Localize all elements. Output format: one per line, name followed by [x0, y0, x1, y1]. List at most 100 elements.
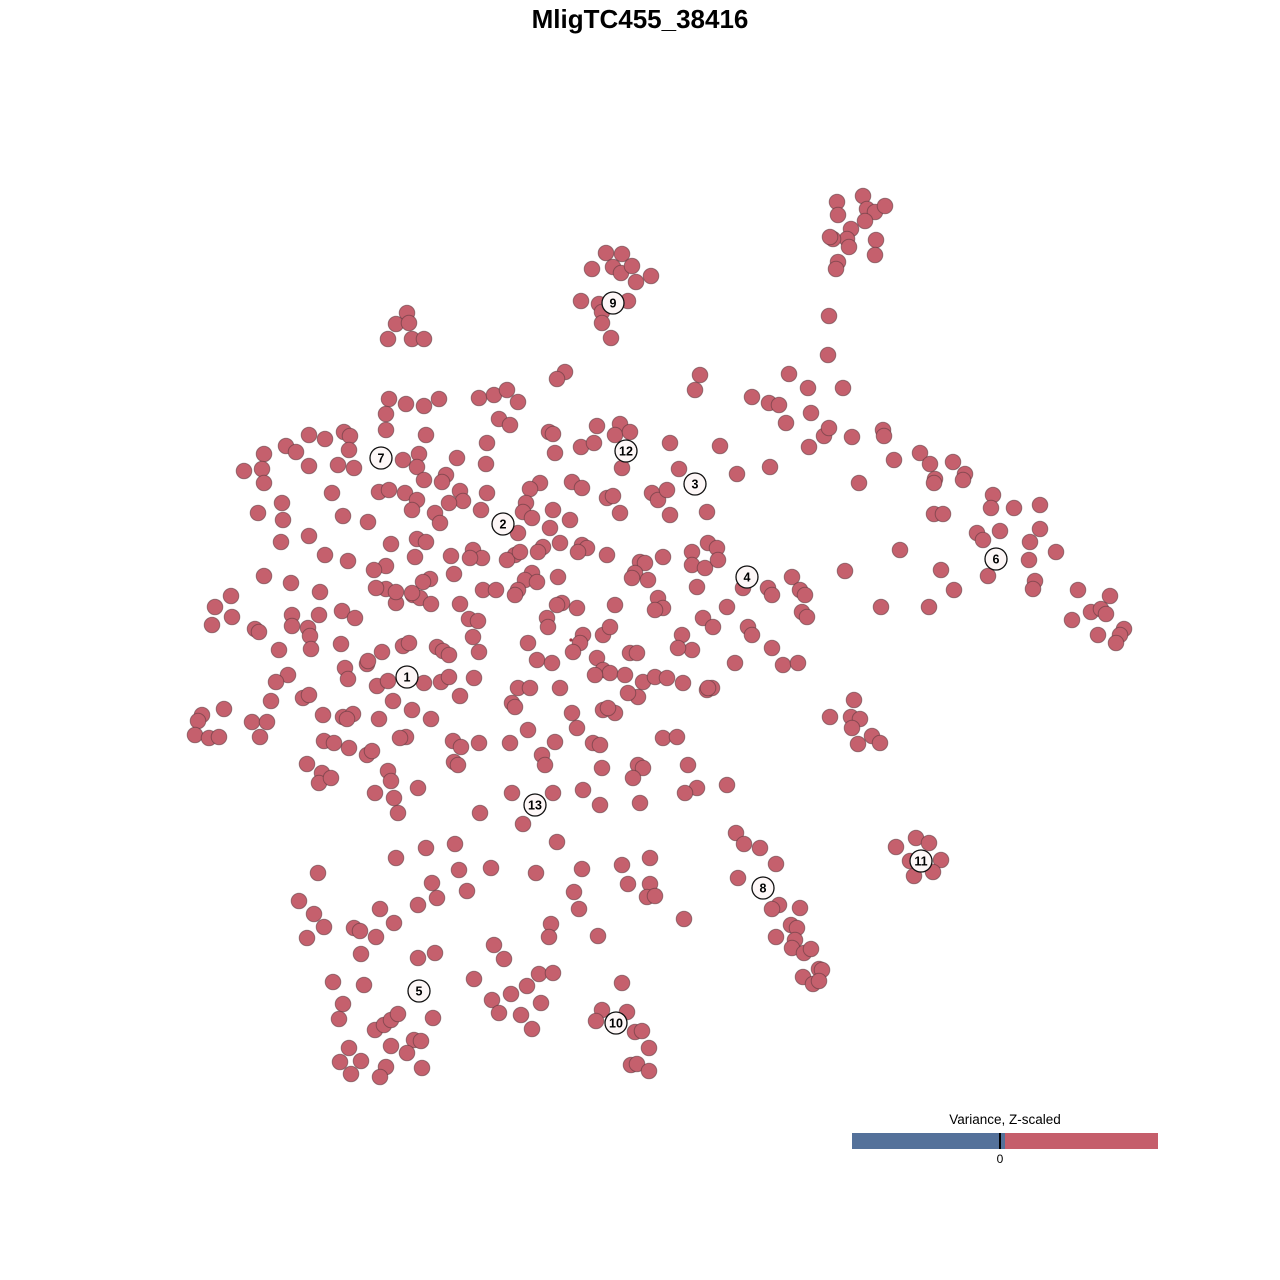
data-point [387, 583, 405, 601]
data-point [777, 414, 795, 432]
cluster-label-circle [523, 793, 547, 817]
data-point [1005, 499, 1023, 517]
data-point [800, 438, 818, 456]
data-point [465, 669, 483, 687]
data-point [250, 623, 268, 641]
data-point [834, 379, 852, 397]
data-point [433, 473, 451, 491]
chart-title: MligTC455_38416 [531, 4, 749, 34]
data-point [243, 713, 261, 731]
data-point [370, 710, 388, 728]
data-point [451, 595, 469, 613]
data-point [601, 618, 619, 636]
data-point [222, 587, 240, 605]
data-point [583, 260, 601, 278]
data-point [767, 928, 785, 946]
data-point [446, 835, 464, 853]
data-point [519, 721, 537, 739]
data-point [1031, 496, 1049, 514]
cluster-label-circle [751, 876, 775, 900]
data-point [458, 882, 476, 900]
data-point [501, 734, 519, 752]
data-point [783, 568, 801, 586]
data-point [628, 644, 646, 662]
cluster-label-circle [735, 565, 759, 589]
data-point [606, 596, 624, 614]
data-point [189, 712, 207, 730]
data-point [845, 691, 863, 709]
data-point [1097, 605, 1115, 623]
data-point [322, 769, 340, 787]
data-point [1024, 580, 1042, 598]
data-point [691, 366, 709, 384]
data-point [1021, 533, 1039, 551]
data-point [274, 511, 292, 529]
data-point [991, 522, 1009, 540]
data-point [606, 426, 624, 444]
data-point [408, 458, 426, 476]
data-point [325, 734, 343, 752]
data-point [932, 851, 950, 869]
data-point [932, 561, 950, 579]
data-point [422, 710, 440, 728]
data-point [506, 586, 524, 604]
data-point [298, 929, 316, 947]
data-point [470, 643, 488, 661]
data-point [711, 437, 729, 455]
data-point [385, 914, 403, 932]
data-point [470, 734, 488, 752]
data-point [613, 245, 631, 263]
data-point [400, 634, 418, 652]
data-point [509, 393, 527, 411]
data-point [472, 501, 490, 519]
data-point [718, 598, 736, 616]
data-point [829, 206, 847, 224]
data-point [763, 586, 781, 604]
data-point [380, 481, 398, 499]
cluster-label-circle [601, 291, 625, 315]
data-point [394, 451, 412, 469]
data-point [588, 417, 606, 435]
data-point [273, 494, 291, 512]
data-point [827, 260, 845, 278]
data-point [639, 571, 657, 589]
data-point [636, 554, 654, 572]
data-point [527, 864, 545, 882]
data-point [363, 742, 381, 760]
data-point [591, 796, 609, 814]
data-point [751, 839, 769, 857]
data-point [572, 292, 590, 310]
data-point [414, 573, 432, 591]
data-point [323, 484, 341, 502]
data-point [646, 601, 664, 619]
data-point [426, 944, 444, 962]
data-point [341, 427, 359, 445]
data-point [409, 949, 427, 967]
cluster-label-text: 1 [404, 671, 411, 685]
data-point [593, 759, 611, 777]
data-point [465, 970, 483, 988]
data-point [283, 617, 301, 635]
data-point [235, 462, 253, 480]
data-point [799, 379, 817, 397]
data-point [613, 856, 631, 874]
data-point [300, 457, 318, 475]
data-point [272, 533, 290, 551]
data-point [461, 549, 479, 567]
data-point [820, 419, 838, 437]
data-point [709, 551, 727, 569]
data-point [619, 684, 637, 702]
data-point [654, 548, 672, 566]
data-point [679, 756, 697, 774]
data-point [548, 596, 566, 614]
data-point [365, 561, 383, 579]
data-point [574, 781, 592, 799]
data-point [300, 686, 318, 704]
cluster-label-text: 8 [760, 882, 767, 896]
data-point [523, 1020, 541, 1038]
data-point [287, 443, 305, 461]
data-point [856, 212, 874, 230]
data-point [548, 833, 566, 851]
data-point [891, 541, 909, 559]
data-point [454, 492, 472, 510]
